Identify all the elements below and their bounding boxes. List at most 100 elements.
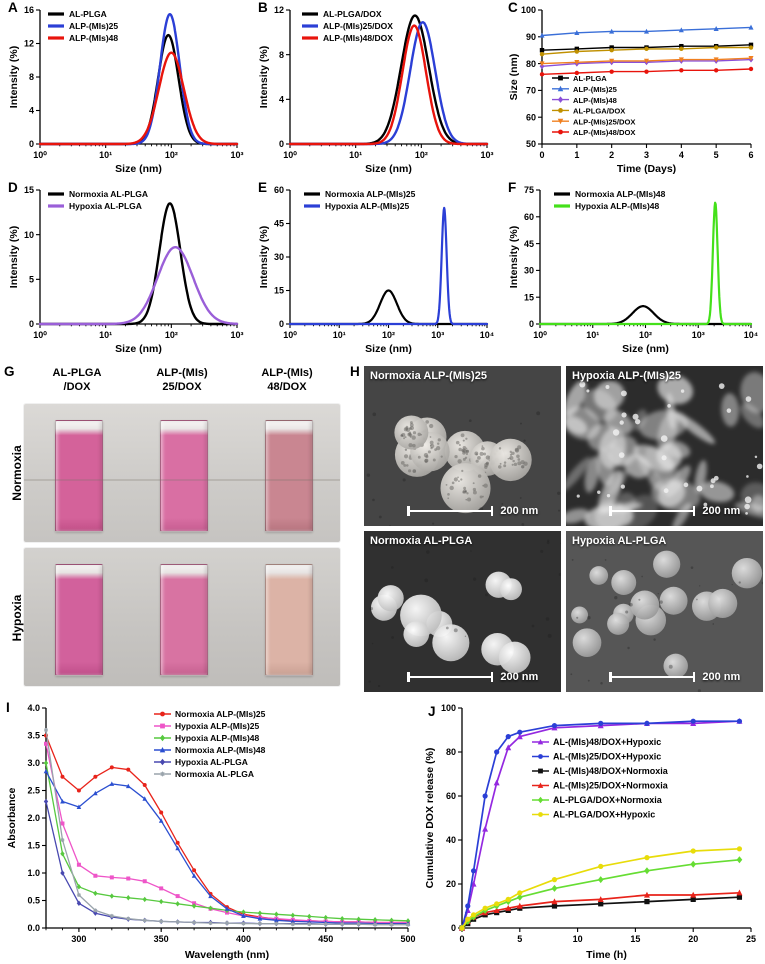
svg-text:15: 15 bbox=[524, 292, 534, 302]
svg-text:1.0: 1.0 bbox=[27, 868, 40, 878]
cuvette-hypoxia-alp-mis25-dox bbox=[160, 564, 208, 676]
svg-text:60: 60 bbox=[524, 212, 534, 222]
svg-text:AL-(MIs)48/DOX+Hypoxic: AL-(MIs)48/DOX+Hypoxic bbox=[553, 737, 661, 747]
svg-text:10²: 10² bbox=[165, 330, 178, 340]
svg-text:Normoxia ALP-(MIs)25: Normoxia ALP-(MIs)25 bbox=[175, 709, 266, 719]
svg-text:Hypoxia ALP-(MIs)48: Hypoxia ALP-(MIs)48 bbox=[575, 201, 660, 211]
svg-text:100: 100 bbox=[521, 5, 536, 15]
svg-text:300: 300 bbox=[71, 934, 86, 944]
dls-chart-d: 10⁰ 10¹ 10² 10³ 0 5 10 15 Size (nm) Intensity (%)… bbox=[6, 180, 249, 356]
svg-text:8: 8 bbox=[29, 72, 34, 82]
svg-text:AL-PLGA/DOX+Hypoxic: AL-PLGA/DOX+Hypoxic bbox=[553, 810, 655, 820]
svg-text:80: 80 bbox=[446, 747, 456, 757]
svg-text:10¹: 10¹ bbox=[586, 330, 599, 340]
tem-image-hypoxia-alp-mis25: Hypoxia ALP-(MIs)25 200 nm bbox=[566, 366, 763, 526]
tem-micrograph bbox=[364, 366, 561, 526]
panel-label-e: E bbox=[258, 180, 268, 195]
svg-text:Normoxia ALP-(MIs)48: Normoxia ALP-(MIs)48 bbox=[175, 745, 266, 755]
svg-text:0: 0 bbox=[451, 923, 456, 933]
svg-text:2.0: 2.0 bbox=[27, 813, 40, 823]
svg-text:AL-PLGA/DOX: AL-PLGA/DOX bbox=[573, 107, 625, 116]
svg-text:Intensity (%): Intensity (%) bbox=[8, 46, 20, 108]
svg-text:Intensity (%): Intensity (%) bbox=[258, 226, 270, 288]
panel-label-f: F bbox=[508, 180, 517, 195]
svg-text:16: 16 bbox=[24, 5, 34, 15]
tem-label: Normoxia AL-PLGA bbox=[370, 535, 473, 547]
svg-text:Hypoxia ALP-(MIs)25: Hypoxia ALP-(MIs)25 bbox=[175, 721, 260, 731]
svg-text:Size (nm): Size (nm) bbox=[508, 54, 520, 101]
release-chart-j: 0 5 10 15 20 25 0 20 40 60 80 100 Time (h) Cumulative… bbox=[422, 700, 763, 962]
cuvette-photo-normoxia bbox=[24, 404, 340, 542]
svg-text:40: 40 bbox=[446, 835, 456, 845]
cuvette-normoxia-alp-mis48-dox bbox=[265, 420, 313, 532]
svg-text:50: 50 bbox=[526, 139, 536, 149]
svg-text:5: 5 bbox=[714, 150, 719, 160]
svg-text:ALP-(MIs)48/DOX: ALP-(MIs)48/DOX bbox=[323, 33, 393, 43]
svg-text:Normoxia ALP-(MIs)48: Normoxia ALP-(MIs)48 bbox=[575, 189, 666, 199]
dls-chart-a: 10⁰ 10¹ 10² 10³ 0 4 8 12 16 Size (nm) Intensity (%… bbox=[6, 0, 249, 176]
svg-text:10³: 10³ bbox=[230, 150, 243, 160]
svg-text:0: 0 bbox=[539, 150, 544, 160]
svg-text:ALP-(MIs)25: ALP-(MIs)25 bbox=[69, 21, 118, 31]
svg-text:6: 6 bbox=[748, 150, 753, 160]
column-label-line: ALP-(MIs) bbox=[156, 367, 208, 379]
panel-label-g: G bbox=[4, 364, 15, 379]
svg-text:Size (nm): Size (nm) bbox=[365, 343, 412, 355]
svg-text:10²: 10² bbox=[165, 150, 178, 160]
svg-text:20: 20 bbox=[446, 879, 456, 889]
svg-text:0.0: 0.0 bbox=[27, 923, 40, 933]
panel-label-d: D bbox=[8, 180, 18, 195]
panel-e: E 10⁰ 10¹ 10² 10³ 10⁴ 0 15 30 45 60 Size (nm) Inten… bbox=[256, 180, 499, 356]
absorbance-chart-i: 300 350 400 450 500 0.0 0.5 1.0 1.5 2.0 2.5 3.0 3.5 4… bbox=[4, 700, 418, 962]
panel-b: B 10⁰ 10¹ 10² 10³ 0 4 8 12 Size (nm) Intensity (%… bbox=[256, 0, 499, 176]
svg-text:1: 1 bbox=[574, 150, 579, 160]
scale-bar: 200 nm bbox=[609, 505, 740, 517]
svg-text:350: 350 bbox=[154, 934, 169, 944]
svg-text:Normoxia ALP-(MIs)25: Normoxia ALP-(MIs)25 bbox=[325, 189, 416, 199]
svg-text:Hypoxia ALP-(MIs)25: Hypoxia ALP-(MIs)25 bbox=[325, 201, 410, 211]
svg-text:100: 100 bbox=[441, 703, 456, 713]
svg-text:AL-(MIs)25/DOX+Hypoxic: AL-(MIs)25/DOX+Hypoxic bbox=[553, 752, 661, 762]
cuvette-photo-hypoxia bbox=[24, 548, 340, 686]
column-label-line: AL-PLGA bbox=[52, 367, 102, 379]
svg-text:ALP-(MIs)48/DOX: ALP-(MIs)48/DOX bbox=[573, 128, 635, 137]
svg-text:0: 0 bbox=[29, 319, 34, 329]
scale-bar: 200 nm bbox=[407, 505, 538, 517]
svg-text:12: 12 bbox=[24, 39, 34, 49]
svg-text:60: 60 bbox=[274, 185, 284, 195]
svg-text:10¹: 10¹ bbox=[99, 150, 112, 160]
svg-text:2.5: 2.5 bbox=[27, 786, 40, 796]
svg-text:80: 80 bbox=[526, 59, 536, 69]
svg-text:3: 3 bbox=[644, 150, 649, 160]
svg-text:Time (Days): Time (Days) bbox=[617, 163, 676, 175]
svg-text:Time (h): Time (h) bbox=[586, 949, 627, 961]
scale-bar-text: 200 nm bbox=[500, 505, 539, 517]
svg-text:30: 30 bbox=[274, 252, 284, 262]
svg-text:AL-PLGA/DOX+Normoxia: AL-PLGA/DOX+Normoxia bbox=[553, 795, 663, 805]
row-label-normoxia: Normoxia bbox=[10, 445, 24, 501]
svg-text:Hypoxia AL-PLGA: Hypoxia AL-PLGA bbox=[175, 757, 248, 767]
tem-label: Normoxia ALP-(MIs)25 bbox=[370, 370, 487, 382]
scale-bar-text: 200 nm bbox=[500, 671, 539, 683]
svg-text:Intensity (%): Intensity (%) bbox=[258, 46, 270, 108]
column-label-line: 25/DOX bbox=[162, 381, 202, 393]
svg-text:60: 60 bbox=[526, 112, 536, 122]
svg-text:0: 0 bbox=[279, 139, 284, 149]
svg-text:10³: 10³ bbox=[480, 150, 493, 160]
svg-text:15: 15 bbox=[274, 286, 284, 296]
svg-text:4.0: 4.0 bbox=[27, 703, 40, 713]
svg-text:0: 0 bbox=[459, 934, 464, 944]
svg-text:25: 25 bbox=[746, 934, 756, 944]
svg-text:450: 450 bbox=[318, 934, 333, 944]
svg-text:15: 15 bbox=[24, 185, 34, 195]
svg-text:0: 0 bbox=[279, 319, 284, 329]
panel-g: G AL-PLGA /DOX ALP-(MIs) 25/DOX ALP-(MIs… bbox=[0, 364, 346, 698]
tem-micrograph bbox=[364, 531, 561, 692]
scale-bar-text: 200 nm bbox=[702, 505, 741, 517]
scale-bar-line bbox=[609, 672, 696, 681]
tem-label: Hypoxia AL-PLGA bbox=[572, 535, 667, 547]
svg-text:10³: 10³ bbox=[692, 330, 705, 340]
cuvette-normoxia-alp-mis25-dox bbox=[160, 420, 208, 532]
panel-f: F 10⁰ 10¹ 10² 10³ 10⁴ 0 15 30 45 60 75 Size (nm) Int… bbox=[506, 180, 763, 356]
svg-text:Hypoxia AL-PLGA: Hypoxia AL-PLGA bbox=[69, 201, 142, 211]
